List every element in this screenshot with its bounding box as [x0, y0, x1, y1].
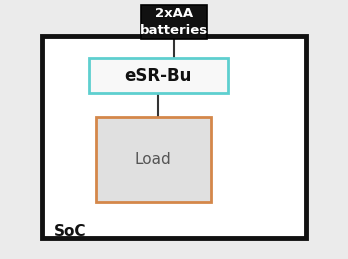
FancyBboxPatch shape: [89, 58, 228, 93]
FancyBboxPatch shape: [96, 117, 211, 202]
FancyBboxPatch shape: [141, 4, 207, 39]
Text: Load: Load: [135, 152, 172, 167]
FancyBboxPatch shape: [42, 36, 306, 238]
Text: SoC: SoC: [54, 224, 86, 239]
Text: eSR-Bu: eSR-Bu: [125, 67, 192, 85]
Text: 2xAA
batteries: 2xAA batteries: [140, 7, 208, 37]
